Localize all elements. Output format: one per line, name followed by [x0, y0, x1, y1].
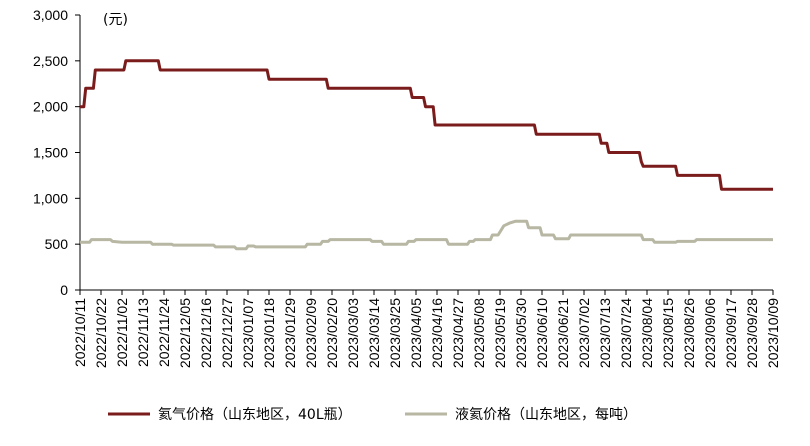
- x-tick-label: 2023/04/05: [408, 298, 424, 368]
- x-tick-label: 2023/05/19: [492, 298, 508, 368]
- x-tick-label: 2022/11/13: [135, 298, 151, 367]
- x-tick-label: 2022/12/27: [219, 298, 235, 368]
- x-tick-label: 2023/02/09: [303, 298, 319, 368]
- y-tick-label: 1,000: [33, 190, 68, 206]
- x-tick-label: 2023/02/20: [324, 298, 340, 368]
- x-tick-label: 2023/01/07: [240, 298, 256, 368]
- x-tick-label: 2023/07/13: [597, 298, 613, 368]
- y-tick-label: 500: [45, 236, 69, 252]
- y-axis: 0 500 1,000 1,500 2,000 2,500 3,000: [33, 7, 81, 298]
- x-tick-label: 2023/09/17: [723, 298, 739, 368]
- x-tick-label: 2023/01/18: [261, 298, 277, 368]
- x-tick-label: 2023/08/15: [660, 298, 676, 368]
- x-tick-label: 2023/04/27: [450, 298, 466, 368]
- x-tick-label: 2022/12/16: [198, 298, 214, 368]
- y-tick-label: 0: [60, 282, 68, 298]
- x-tick-label: 2022/11/24: [156, 298, 172, 367]
- y-unit-label: (元): [103, 12, 128, 28]
- series-line-1: [80, 59, 773, 191]
- y-tick-label: 2,000: [33, 99, 68, 115]
- x-tick-label: 2023/04/16: [429, 298, 445, 368]
- series-line-2: [80, 219, 773, 251]
- x-tick-label: 2023/05/30: [513, 298, 529, 368]
- x-tick-label: 2023/03/14: [366, 298, 382, 368]
- x-tick-label: 2023/05/08: [471, 298, 487, 368]
- legend: 氦气价格（山东地区，40L瓶） 液氦价格（山东地区，每吨）: [108, 407, 637, 423]
- x-tick-label: 2023/06/21: [555, 298, 571, 368]
- x-tick-label: 2022/11/02: [114, 298, 130, 367]
- legend-label-2: 液氦价格（山东地区，每吨）: [455, 407, 637, 423]
- x-tick-label: 2022/10/11: [72, 298, 88, 367]
- y-tick-label: 2,500: [33, 53, 68, 69]
- y-tick-label: 3,000: [33, 7, 68, 23]
- series-layer: [80, 59, 773, 251]
- x-axis: 2022/10/11 2022/10/22 2022/11/02 2022/11/13…: [72, 289, 781, 368]
- x-tick-label: 2023/08/26: [681, 298, 697, 368]
- x-tick-label: 2023/06/10: [534, 298, 550, 368]
- x-tick-label: 2023/08/04: [639, 298, 655, 368]
- x-tick-label: 2023/10/09: [765, 298, 781, 368]
- legend-label-1: 氦气价格（山东地区，40L瓶）: [158, 407, 352, 423]
- x-tick-label: 2022/12/05: [177, 298, 193, 368]
- x-tick-label: 2022/10/22: [93, 298, 109, 368]
- x-tick-label: 2023/09/28: [744, 298, 760, 368]
- x-tick-label: 2023/03/25: [387, 298, 403, 368]
- x-tick-label: 2023/03/03: [345, 298, 361, 368]
- x-tick-label: 2023/07/24: [618, 298, 634, 368]
- x-tick-label: 2023/07/02: [576, 298, 592, 368]
- x-tick-label: 2023/01/29: [282, 298, 298, 368]
- y-tick-label: 1,500: [33, 145, 68, 161]
- x-tick-label: 2023/09/06: [702, 298, 718, 368]
